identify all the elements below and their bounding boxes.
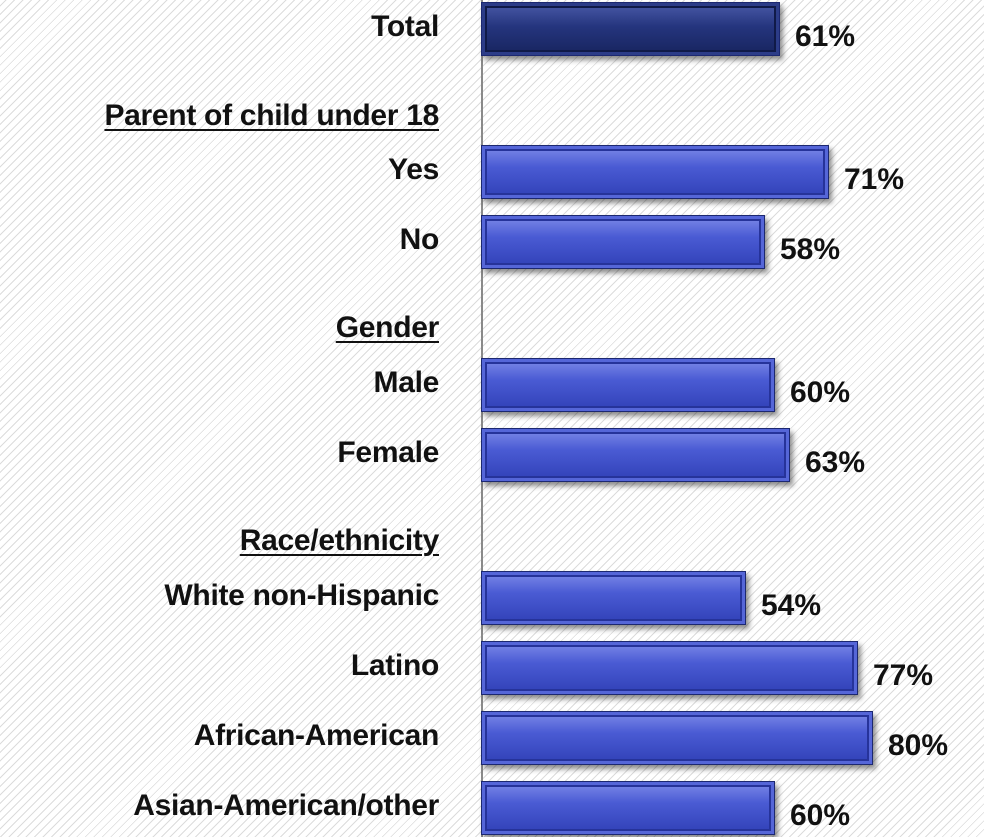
category-label: Female (337, 436, 439, 469)
category-label: African-American (193, 719, 440, 752)
category-label: Latino (350, 649, 439, 682)
category-label: Male (373, 366, 440, 399)
bar (481, 2, 780, 56)
group-header: Gender (335, 311, 440, 344)
bar (481, 571, 746, 625)
data-label: 58% (780, 233, 841, 266)
category-label: Total (371, 10, 439, 43)
bar (481, 711, 873, 765)
bar (481, 641, 858, 695)
category-axis-line (481, 0, 483, 837)
category-label: No (399, 223, 440, 256)
data-label: 60% (790, 376, 851, 409)
bar (481, 358, 775, 412)
bar (481, 145, 829, 199)
data-label: 77% (873, 659, 934, 692)
bar (481, 428, 790, 482)
data-label: 80% (888, 729, 949, 762)
group-header: Parent of child under 18 (104, 99, 439, 132)
bar (481, 215, 765, 269)
data-label: 60% (790, 799, 851, 832)
data-label: 54% (761, 589, 822, 622)
bar (481, 781, 775, 835)
category-label: Asian-American/other (133, 789, 439, 822)
group-header: Race/ethnicity (239, 524, 440, 557)
data-label: 71% (844, 163, 905, 196)
category-label: Yes (388, 153, 439, 186)
category-label: White non-Hispanic (164, 579, 439, 612)
data-label: 63% (805, 446, 866, 479)
data-label: 61% (795, 20, 856, 53)
